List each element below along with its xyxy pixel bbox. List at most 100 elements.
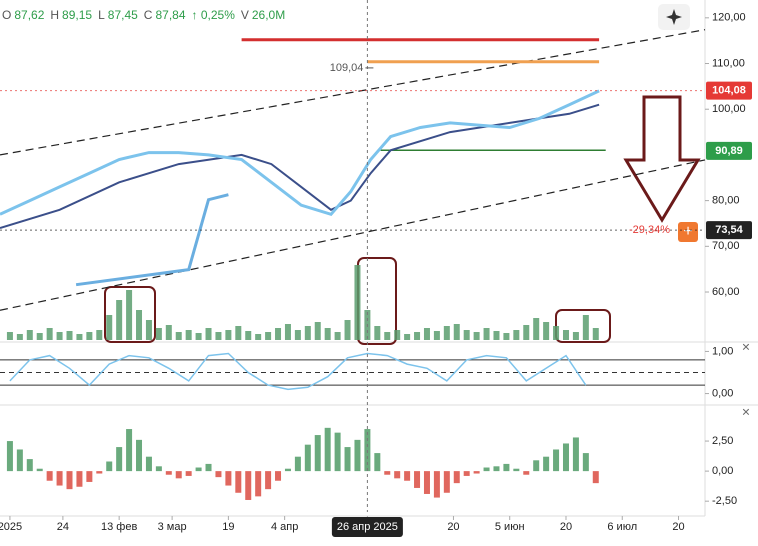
ohlc-header: O 87,62 H 89,15 L 87,45 C 87,84 ↑ 0,25% V 26,0M (2, 8, 285, 22)
volume-bar (414, 332, 421, 340)
price-badge (706, 221, 752, 240)
ohlc-label: H (50, 8, 59, 22)
volume-bar (215, 332, 222, 340)
volume-bar (106, 315, 113, 340)
histogram-bar (275, 471, 282, 481)
y-tick-label: 100,00 (712, 103, 746, 115)
volume-bar (255, 334, 262, 340)
volume-bar (136, 310, 143, 340)
volume-bar (116, 300, 123, 340)
price-badge-label: 90,89 (715, 145, 743, 157)
oscillator-line (9, 352, 587, 391)
histogram-bar (334, 432, 341, 472)
volume-bar (423, 328, 430, 340)
volume-bar (404, 334, 411, 340)
histogram-bar (136, 439, 143, 472)
price-badge (706, 141, 752, 160)
volume-bar (86, 332, 93, 340)
close-icon[interactable]: × (742, 339, 750, 355)
ohlc-value: 87,62 (14, 8, 44, 22)
volume-bar (46, 328, 53, 340)
histogram-bar (433, 471, 440, 498)
y-tick-label: 0,00 (712, 387, 733, 399)
histogram-bar (374, 453, 381, 472)
volume-bar (16, 334, 23, 340)
close-icon[interactable]: × (742, 404, 750, 420)
histogram-bar (195, 467, 202, 472)
histogram-bar (145, 456, 152, 472)
volume-bar (463, 330, 470, 340)
x-tick-label: 20 (447, 521, 459, 533)
price-line (0, 29, 706, 156)
add-button[interactable] (678, 222, 698, 242)
volume-bar (572, 332, 579, 340)
price-badge-label: 104,08 (712, 84, 746, 96)
volume-bar (453, 324, 460, 340)
histogram-bar (384, 471, 391, 475)
histogram-bar (155, 466, 162, 472)
volume-bar (533, 318, 540, 340)
histogram-bar (76, 471, 83, 487)
crosshair-time-badge (331, 517, 403, 537)
price-badge (706, 81, 752, 100)
volume-bar (126, 290, 133, 340)
volume-bar (294, 330, 301, 340)
histogram-bar (235, 471, 242, 493)
histogram-bar (582, 453, 589, 472)
volume-bar (96, 330, 103, 340)
volume-bar (443, 326, 450, 340)
ohlc-value: 89,15 (62, 8, 92, 22)
y-tick-label: 60,00 (712, 286, 740, 298)
x-tick-label: 19 (222, 521, 234, 533)
histogram-bar (503, 463, 510, 472)
volume-bar (483, 328, 490, 340)
volume-bar (56, 332, 63, 340)
histogram-bar (354, 439, 361, 472)
ohlc-label: V (241, 8, 249, 22)
histogram-bar (543, 456, 550, 472)
volume-bar (433, 331, 440, 340)
volume-bar (185, 330, 192, 340)
volume-bar (304, 326, 311, 340)
ohlc-label: C (144, 8, 153, 22)
x-tick-label: 3 мар (158, 521, 187, 533)
y-tick-label: 110,00 (712, 57, 745, 69)
ohlc-value: 87,45 (108, 8, 138, 22)
y-tick-label: 120,00 (712, 12, 746, 24)
volume-bar (165, 325, 172, 340)
volume-bar (205, 328, 212, 340)
y-tick-label: 70,00 (712, 240, 740, 252)
histogram-bar (36, 468, 43, 472)
down-arrow (623, 95, 701, 223)
volume-bar (66, 331, 73, 340)
histogram-bar (6, 441, 13, 472)
volume-bar (26, 330, 33, 340)
volume-bar (235, 326, 242, 340)
volume-bar (334, 332, 341, 340)
volume-bar (374, 326, 381, 340)
y-tick-label: 0,00 (712, 465, 733, 477)
y-tick-label: -2,50 (712, 495, 737, 507)
histogram-bar (225, 471, 232, 486)
histogram-bar (513, 468, 520, 472)
volume-bar (6, 332, 13, 340)
volume-bar (76, 334, 83, 340)
histogram-bar (265, 471, 272, 490)
volume-bar (553, 326, 560, 340)
x-tick-label: 24 (57, 521, 69, 533)
x-tick-label: 20 (560, 521, 572, 533)
histogram-bar (562, 443, 569, 472)
histogram-bar (314, 435, 321, 472)
histogram-bar (106, 461, 113, 472)
histogram-bar (56, 471, 63, 486)
histogram-bar (304, 444, 311, 472)
histogram-bar (116, 447, 123, 472)
histogram-bar (46, 471, 53, 481)
x-tick-label: 26 апр 2025 (337, 521, 398, 533)
ohlc-label: L (98, 8, 105, 22)
y-tick-label: 1,00 (712, 345, 733, 357)
histogram-bar (453, 471, 460, 484)
histogram-bar (414, 471, 421, 488)
histogram-bar (463, 471, 470, 476)
